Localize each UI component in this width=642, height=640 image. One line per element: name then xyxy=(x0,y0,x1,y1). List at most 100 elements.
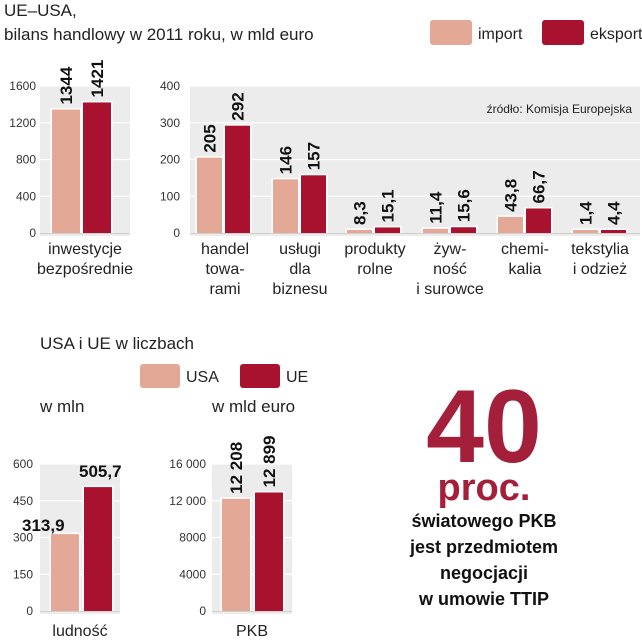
gdp-unit: w mld euro xyxy=(211,397,295,416)
category-label: handel xyxy=(201,241,249,258)
value-label: 1421 xyxy=(88,60,107,98)
category-label: chemi- xyxy=(501,241,549,258)
y-tick-label: 600 xyxy=(13,457,33,471)
value-label: 66,7 xyxy=(530,170,549,203)
y-tick-label: 150 xyxy=(13,567,33,581)
callout-line-1: światowego PKB xyxy=(411,511,556,531)
category-label: kalia xyxy=(509,261,542,278)
category-label: ludność xyxy=(52,623,107,640)
callout-line-3: negocjacji xyxy=(440,563,528,583)
bar-trade-eksport-3 xyxy=(451,227,476,233)
value-label: 313,9 xyxy=(22,516,65,535)
callout: 40 proc. światowego PKB jest przedmiotem… xyxy=(409,369,558,609)
category-label: żyw- xyxy=(434,241,467,258)
y-tick-label: 300 xyxy=(160,116,180,130)
category-label: i surowce xyxy=(416,281,484,298)
category-label: produkty xyxy=(344,241,405,258)
category-label: inwestycje xyxy=(48,241,122,258)
callout-line-4: w umowie TTIP xyxy=(418,589,549,609)
category-label: PKB xyxy=(236,623,268,640)
callout-number: 40 xyxy=(426,369,542,485)
value-label: 4,4 xyxy=(605,201,624,225)
chart-trade-categories: 0 100 200 300 400 205 146 8,3 11,4 43,8 1,4 292 157 1… xyxy=(160,79,640,298)
value-label: 15,6 xyxy=(455,189,474,222)
y-tick-label: 0 xyxy=(199,604,206,618)
legend-eksport-label: eksport xyxy=(590,26,642,43)
bar-trade-import-4 xyxy=(498,216,523,233)
y-tick-label: 16 000 xyxy=(169,457,206,471)
bar-trade-import-1 xyxy=(273,179,298,233)
chart-population: 0 150 300 450 600 313,9 505,7 ludność xyxy=(13,457,122,640)
value-label: 157 xyxy=(305,142,324,170)
y-tick-label: 8000 xyxy=(179,531,206,545)
bar-trade-import-0 xyxy=(197,157,222,233)
category-label: i odzież xyxy=(573,261,627,278)
bar-trade-eksport-4 xyxy=(526,208,551,233)
bottom-section-title: USA i UE w liczbach xyxy=(40,334,194,353)
category-label: biznesu xyxy=(272,281,327,298)
value-label: 292 xyxy=(229,92,248,120)
y-tick-label: 1600 xyxy=(9,79,36,93)
population-unit: w mln xyxy=(39,397,84,416)
bar-trade-eksport-2 xyxy=(375,227,400,233)
value-label: 8,3 xyxy=(351,201,370,225)
y-tick-label: 400 xyxy=(160,79,180,93)
y-tick-label: 0 xyxy=(26,604,33,618)
bar-trade-eksport-1 xyxy=(301,175,326,233)
value-label: 205 xyxy=(201,124,220,152)
y-tick-label: 300 xyxy=(13,531,33,545)
category-label: rolne xyxy=(357,261,393,278)
bar-investments-eksport-0 xyxy=(83,102,111,234)
chart-title-line-1: UE–USA, xyxy=(4,1,77,20)
y-tick-label: 0 xyxy=(29,226,36,240)
chart-gdp: 0 4000 8000 12 000 16 000 12 208 12 899 PKB xyxy=(169,435,292,640)
y-tick-label: 100 xyxy=(160,189,180,203)
category-label: tekstylia xyxy=(571,241,629,258)
category-label: bezpośrednie xyxy=(37,261,133,278)
legend-top: import eksport xyxy=(430,20,642,45)
value-label: 1344 xyxy=(57,66,76,104)
y-tick-label: 1200 xyxy=(9,116,36,130)
value-label: 1,4 xyxy=(577,201,596,225)
callout-line-2: jest przedmiotem xyxy=(409,537,558,557)
category-label: towa- xyxy=(205,261,244,278)
category-label: ność xyxy=(433,261,467,278)
bar-trade-eksport-0 xyxy=(225,125,250,233)
legend-import-label: import xyxy=(478,26,523,43)
bar-trade-import-3 xyxy=(423,228,448,233)
category-label: dla xyxy=(289,261,310,278)
legend-bottom: USA UE xyxy=(140,364,308,388)
bar-trade-import-2 xyxy=(347,229,372,233)
y-tick-label: 4000 xyxy=(179,567,206,581)
bar-gdp-usa-0 xyxy=(222,498,250,611)
y-tick-label: 450 xyxy=(13,494,33,508)
legend-import-swatch xyxy=(430,20,472,45)
legend-usa-label: USA xyxy=(186,369,219,386)
bar-trade-import-5 xyxy=(573,230,598,233)
bar-investments-import-0 xyxy=(52,109,80,233)
bar-population-usa-0 xyxy=(51,534,79,611)
legend-usa-swatch xyxy=(140,364,180,388)
legend-ue-swatch xyxy=(240,364,280,388)
legend-eksport-swatch xyxy=(542,20,584,45)
bar-population-ue-0 xyxy=(84,487,112,611)
y-tick-label: 400 xyxy=(16,189,36,203)
value-label: 43,8 xyxy=(502,179,521,212)
panel-trade-categories xyxy=(190,86,640,236)
bar-trade-eksport-5 xyxy=(601,230,626,233)
chart-title-line-2: bilans handlowy w 2011 roku, w mld euro xyxy=(4,25,314,44)
category-label: rami xyxy=(209,281,240,298)
value-label: 12 899 xyxy=(260,435,279,487)
y-tick-label: 0 xyxy=(173,226,180,240)
category-label: usługi xyxy=(279,241,321,258)
value-label: 505,7 xyxy=(79,462,122,481)
value-label: 146 xyxy=(277,146,296,174)
y-tick-label: 12 000 xyxy=(169,494,206,508)
callout-unit: proc. xyxy=(438,467,531,509)
bar-gdp-ue-0 xyxy=(255,492,283,611)
y-tick-label: 200 xyxy=(160,153,180,167)
y-tick-label: 800 xyxy=(16,153,36,167)
legend-ue-label: UE xyxy=(286,369,308,386)
